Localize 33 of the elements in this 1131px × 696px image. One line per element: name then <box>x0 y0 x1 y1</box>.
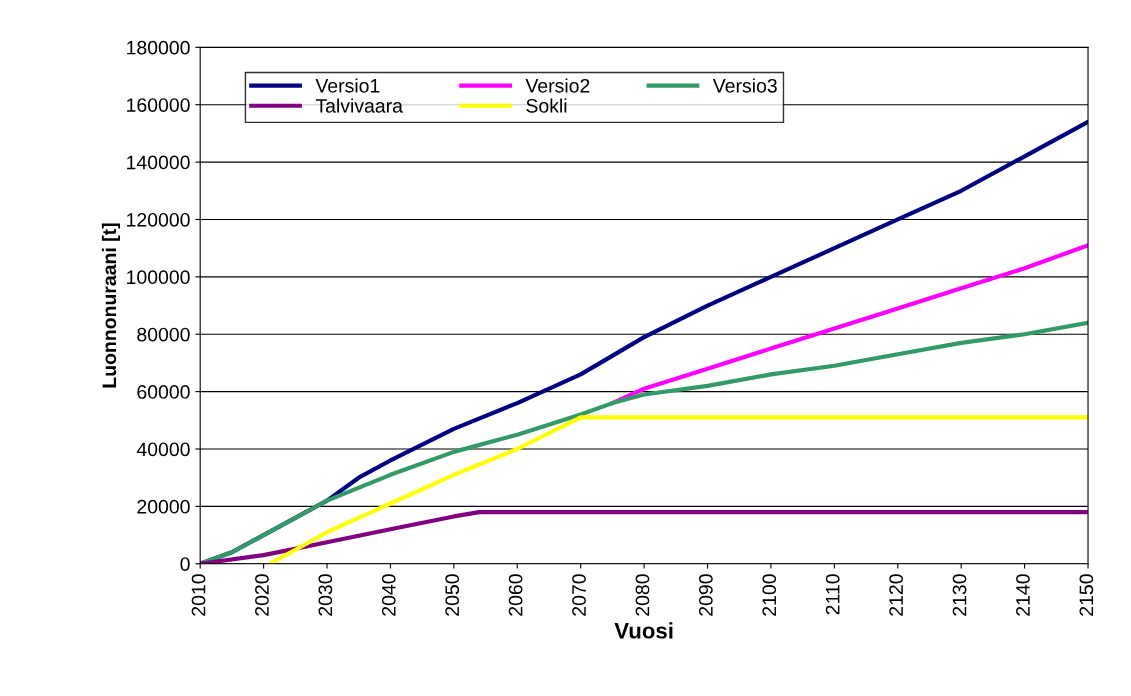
y-tick-label: 160000 <box>127 98 190 112</box>
y-tick-label: 60000 <box>137 385 190 399</box>
y-axis-title: Luonnonuraani [t] <box>101 223 121 388</box>
y-tick-label: 0 <box>180 557 190 571</box>
x-tick-label: 2050 <box>445 574 460 616</box>
y-tick-label: 180000 <box>127 40 190 55</box>
x-tick-label: 2110 <box>825 574 840 615</box>
x-tick-label: 2090 <box>698 574 713 616</box>
legend-label: Sokli <box>526 98 567 113</box>
legend-label: Versio1 <box>315 78 380 93</box>
x-tick-label: 2120 <box>889 574 903 616</box>
x-tick-label: 2020 <box>255 574 269 616</box>
x-tick-label: 2040 <box>381 574 396 616</box>
x-tick-label: 2070 <box>572 574 586 616</box>
x-tick-label: 2060 <box>508 574 523 616</box>
x-axis-title: Vuosi <box>614 622 673 639</box>
legend-label: Versio3 <box>712 78 777 93</box>
y-tick-label: 100000 <box>127 270 190 285</box>
y-tick-label: 80000 <box>137 327 190 342</box>
x-tick-label: 2030 <box>318 574 333 616</box>
x-tick-label: 2080 <box>635 574 650 616</box>
x-tick-label: 2130 <box>952 574 967 616</box>
legend-label: Talvivaara <box>315 98 403 113</box>
y-tick-label: 140000 <box>127 155 190 170</box>
x-tick-label: 2010 <box>191 574 206 616</box>
x-tick-label: 2140 <box>1016 574 1030 616</box>
y-tick-label: 120000 <box>127 212 190 227</box>
line-series <box>267 415 1089 564</box>
y-tick-label: 20000 <box>137 499 190 514</box>
x-tick-label: 2100 <box>762 574 777 616</box>
x-tick-label: 2150 <box>1079 574 1094 616</box>
y-tick-label: 40000 <box>136 442 190 457</box>
legend-label: Versio2 <box>525 78 590 93</box>
